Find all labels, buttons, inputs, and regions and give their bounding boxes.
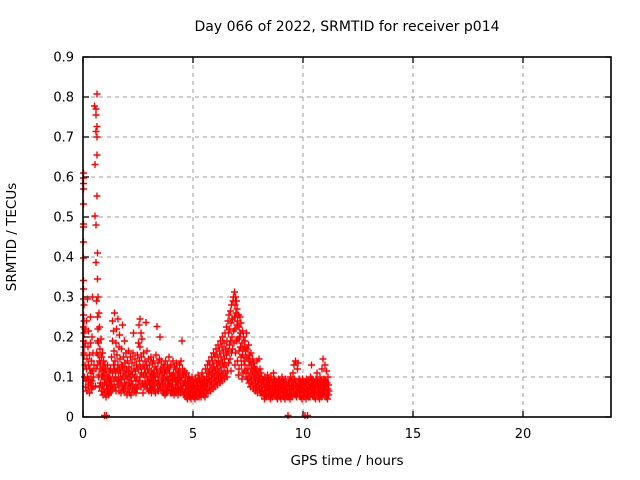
chart-title: Day 066 of 2022, SRMTID for receiver p01…: [194, 19, 499, 35]
y-tick-label: 0.8: [53, 91, 74, 106]
y-tick-label: 0.5: [53, 211, 74, 226]
y-tick-label: 0.1: [53, 371, 74, 386]
x-tick-label: 20: [515, 427, 532, 442]
y-tick-label: 0.2: [53, 331, 74, 346]
scatter-marker-path: [80, 90, 333, 419]
y-tick-label: 0: [66, 411, 74, 426]
y-tick-label: 0.4: [53, 251, 74, 266]
axis-tick-labels: 0 5 10 15 20 0 0.1 0.2 0.3 0.4 0.5 0.6 0.7 0.8 0.9: [53, 51, 531, 443]
y-tick-label: 0.6: [53, 171, 74, 186]
plot-border: [82, 56, 612, 418]
x-tick-label: 10: [295, 427, 312, 442]
gridlines: [83, 57, 611, 417]
x-tick-label: 15: [405, 427, 422, 442]
y-axis-label: SRMTID / TECUs: [4, 183, 20, 291]
y-tick-label: 0.3: [53, 291, 74, 306]
x-tick-label: 5: [189, 427, 197, 442]
y-tick-label: 0.7: [53, 131, 74, 146]
x-axis-label: GPS time / hours: [290, 453, 403, 469]
scatter-points: [80, 90, 333, 419]
y-tick-label: 0.9: [53, 51, 74, 66]
x-tick-label: 0: [79, 427, 87, 442]
